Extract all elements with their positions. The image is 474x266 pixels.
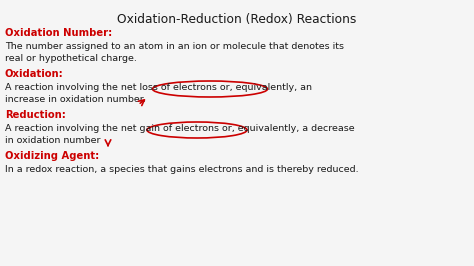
Text: real or hypothetical charge.: real or hypothetical charge. [5,54,137,63]
Text: Oxidation:: Oxidation: [5,69,64,79]
Text: Oxidation-Reduction (Redox) Reactions: Oxidation-Reduction (Redox) Reactions [117,13,357,26]
Text: increase in oxidation number.: increase in oxidation number. [5,95,146,104]
Text: The number assigned to an atom in an ion or molecule that denotes its: The number assigned to an atom in an ion… [5,42,344,51]
Text: In a redox reaction, a species that gains electrons and is thereby reduced.: In a redox reaction, a species that gain… [5,165,359,174]
Text: Reduction:: Reduction: [5,110,66,120]
Text: A reaction involving the net loss of electrons or, equivalently, an: A reaction involving the net loss of ele… [5,83,312,92]
Text: A reaction involving the net gain of electrons or, equivalently, a decrease: A reaction involving the net gain of ele… [5,124,355,133]
Text: in oxidation number: in oxidation number [5,136,100,145]
Text: Oxidizing Agent:: Oxidizing Agent: [5,151,99,161]
Text: Oxidation Number:: Oxidation Number: [5,28,112,38]
